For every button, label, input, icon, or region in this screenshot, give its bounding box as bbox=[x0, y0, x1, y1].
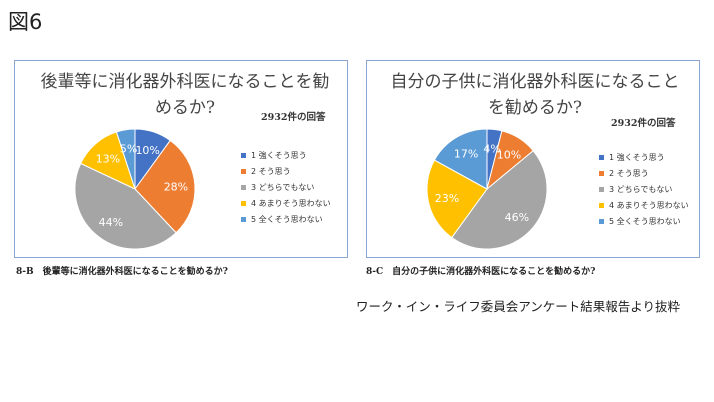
pie-data-label: 13% bbox=[96, 152, 120, 165]
chart-caption-8c: 8-C 自分の子供に消化器外科医になることを勧めるか? bbox=[366, 267, 596, 277]
legend-label: 2 そう思う bbox=[609, 168, 649, 178]
legend-swatch bbox=[599, 154, 604, 160]
legend-swatch bbox=[241, 200, 246, 206]
pie-data-label: 5% bbox=[120, 143, 137, 156]
pie-data-label: 10% bbox=[497, 148, 521, 161]
source-note: ワーク・イン・ライフ委員会アンケート結果報告より抜粋 bbox=[356, 299, 681, 314]
pie-data-label: 46% bbox=[505, 211, 529, 224]
pie-chart-8c: 自分の子供に消化器外科医になること を勧めるか? 2932件の回答 4% 10% 4… bbox=[366, 60, 700, 258]
legend-swatch bbox=[599, 218, 604, 224]
legend-label: 4 あまりそう思わない bbox=[251, 198, 331, 208]
chart-legend: 1 強くそう思う 2 そう思う 3 どちらでもない 4 あまりそう思わない 5 … bbox=[241, 147, 331, 227]
legend-item: 4 あまりそう思わない bbox=[241, 195, 331, 211]
legend-label: 1 強くそう思う bbox=[251, 150, 307, 160]
legend-item: 5 全くそう思わない bbox=[241, 211, 331, 227]
legend-item: 2 そう思う bbox=[599, 165, 689, 181]
legend-item: 3 どちらでもない bbox=[241, 179, 331, 195]
figure-label: 図6 bbox=[8, 10, 43, 34]
chart-title-line-2: を勧めるか? bbox=[487, 98, 583, 118]
legend-label: 3 どちらでもない bbox=[251, 182, 315, 192]
legend-label: 2 そう思う bbox=[251, 166, 291, 176]
chart-title: 後輩等に消化器外科医になることを勧 めるか? bbox=[35, 69, 335, 121]
legend-swatch bbox=[241, 184, 246, 190]
chart-caption-8b: 8-B 後輩等に消化器外科医になることを勧めるか? bbox=[16, 267, 228, 277]
legend-item: 3 どちらでもない bbox=[599, 181, 689, 197]
legend-label: 4 あまりそう思わない bbox=[609, 200, 689, 210]
legend-label: 5 全くそう思わない bbox=[251, 214, 323, 224]
pie-svg-8b: 10% 28% 44% 13%5% bbox=[74, 128, 196, 250]
chart-title-line-1: 後輩等に消化器外科医になることを勧 bbox=[40, 72, 330, 92]
pie-data-label: 44% bbox=[99, 216, 123, 229]
pie-slice bbox=[426, 159, 488, 239]
response-count: 2932件の回答 bbox=[611, 118, 676, 129]
legend-swatch bbox=[241, 152, 246, 158]
pie-data-label: 10% bbox=[135, 144, 159, 157]
chart-title: 自分の子供に消化器外科医になること を勧めるか? bbox=[385, 69, 685, 121]
pie-slice bbox=[433, 128, 488, 190]
legend-item: 5 全くそう思わない bbox=[599, 213, 689, 229]
legend-swatch bbox=[241, 168, 246, 174]
legend-swatch bbox=[599, 186, 604, 192]
chart-legend: 1 強くそう思う 2 そう思う 3 どちらでもない 4 あまりそう思わない 5 … bbox=[599, 149, 689, 229]
pie-chart-8b: 後輩等に消化器外科医になることを勧 めるか? 2932件の回答 10% 28% 44… bbox=[14, 60, 348, 258]
chart-title-line-1: 自分の子供に消化器外科医になること bbox=[390, 72, 680, 92]
chart-title-line-2: めるか? bbox=[154, 98, 216, 118]
legend-swatch bbox=[599, 202, 604, 208]
legend-label: 1 強くそう思う bbox=[609, 152, 665, 162]
pie-slice bbox=[134, 139, 196, 234]
pie-data-label: 4% bbox=[483, 142, 500, 155]
pie-svg-8c: 4%10% 46% 23% 17% bbox=[426, 128, 548, 250]
legend-item: 2 そう思う bbox=[241, 163, 331, 179]
legend-swatch bbox=[241, 216, 246, 222]
legend-swatch bbox=[599, 170, 604, 176]
pie-slice bbox=[74, 162, 177, 250]
legend-item: 4 あまりそう思わない bbox=[599, 197, 689, 213]
legend-label: 5 全くそう思わない bbox=[609, 216, 681, 226]
response-count: 2932件の回答 bbox=[261, 112, 326, 123]
legend-item: 1 強くそう思う bbox=[241, 147, 331, 163]
legend-label: 3 どちらでもない bbox=[609, 184, 673, 194]
pie-data-label: 17% bbox=[454, 148, 478, 161]
legend-item: 1 強くそう思う bbox=[599, 149, 689, 165]
pie-data-label: 28% bbox=[164, 180, 188, 193]
pie-data-label: 23% bbox=[435, 192, 459, 205]
pie-slice bbox=[451, 150, 548, 250]
pie-slice bbox=[115, 128, 136, 190]
